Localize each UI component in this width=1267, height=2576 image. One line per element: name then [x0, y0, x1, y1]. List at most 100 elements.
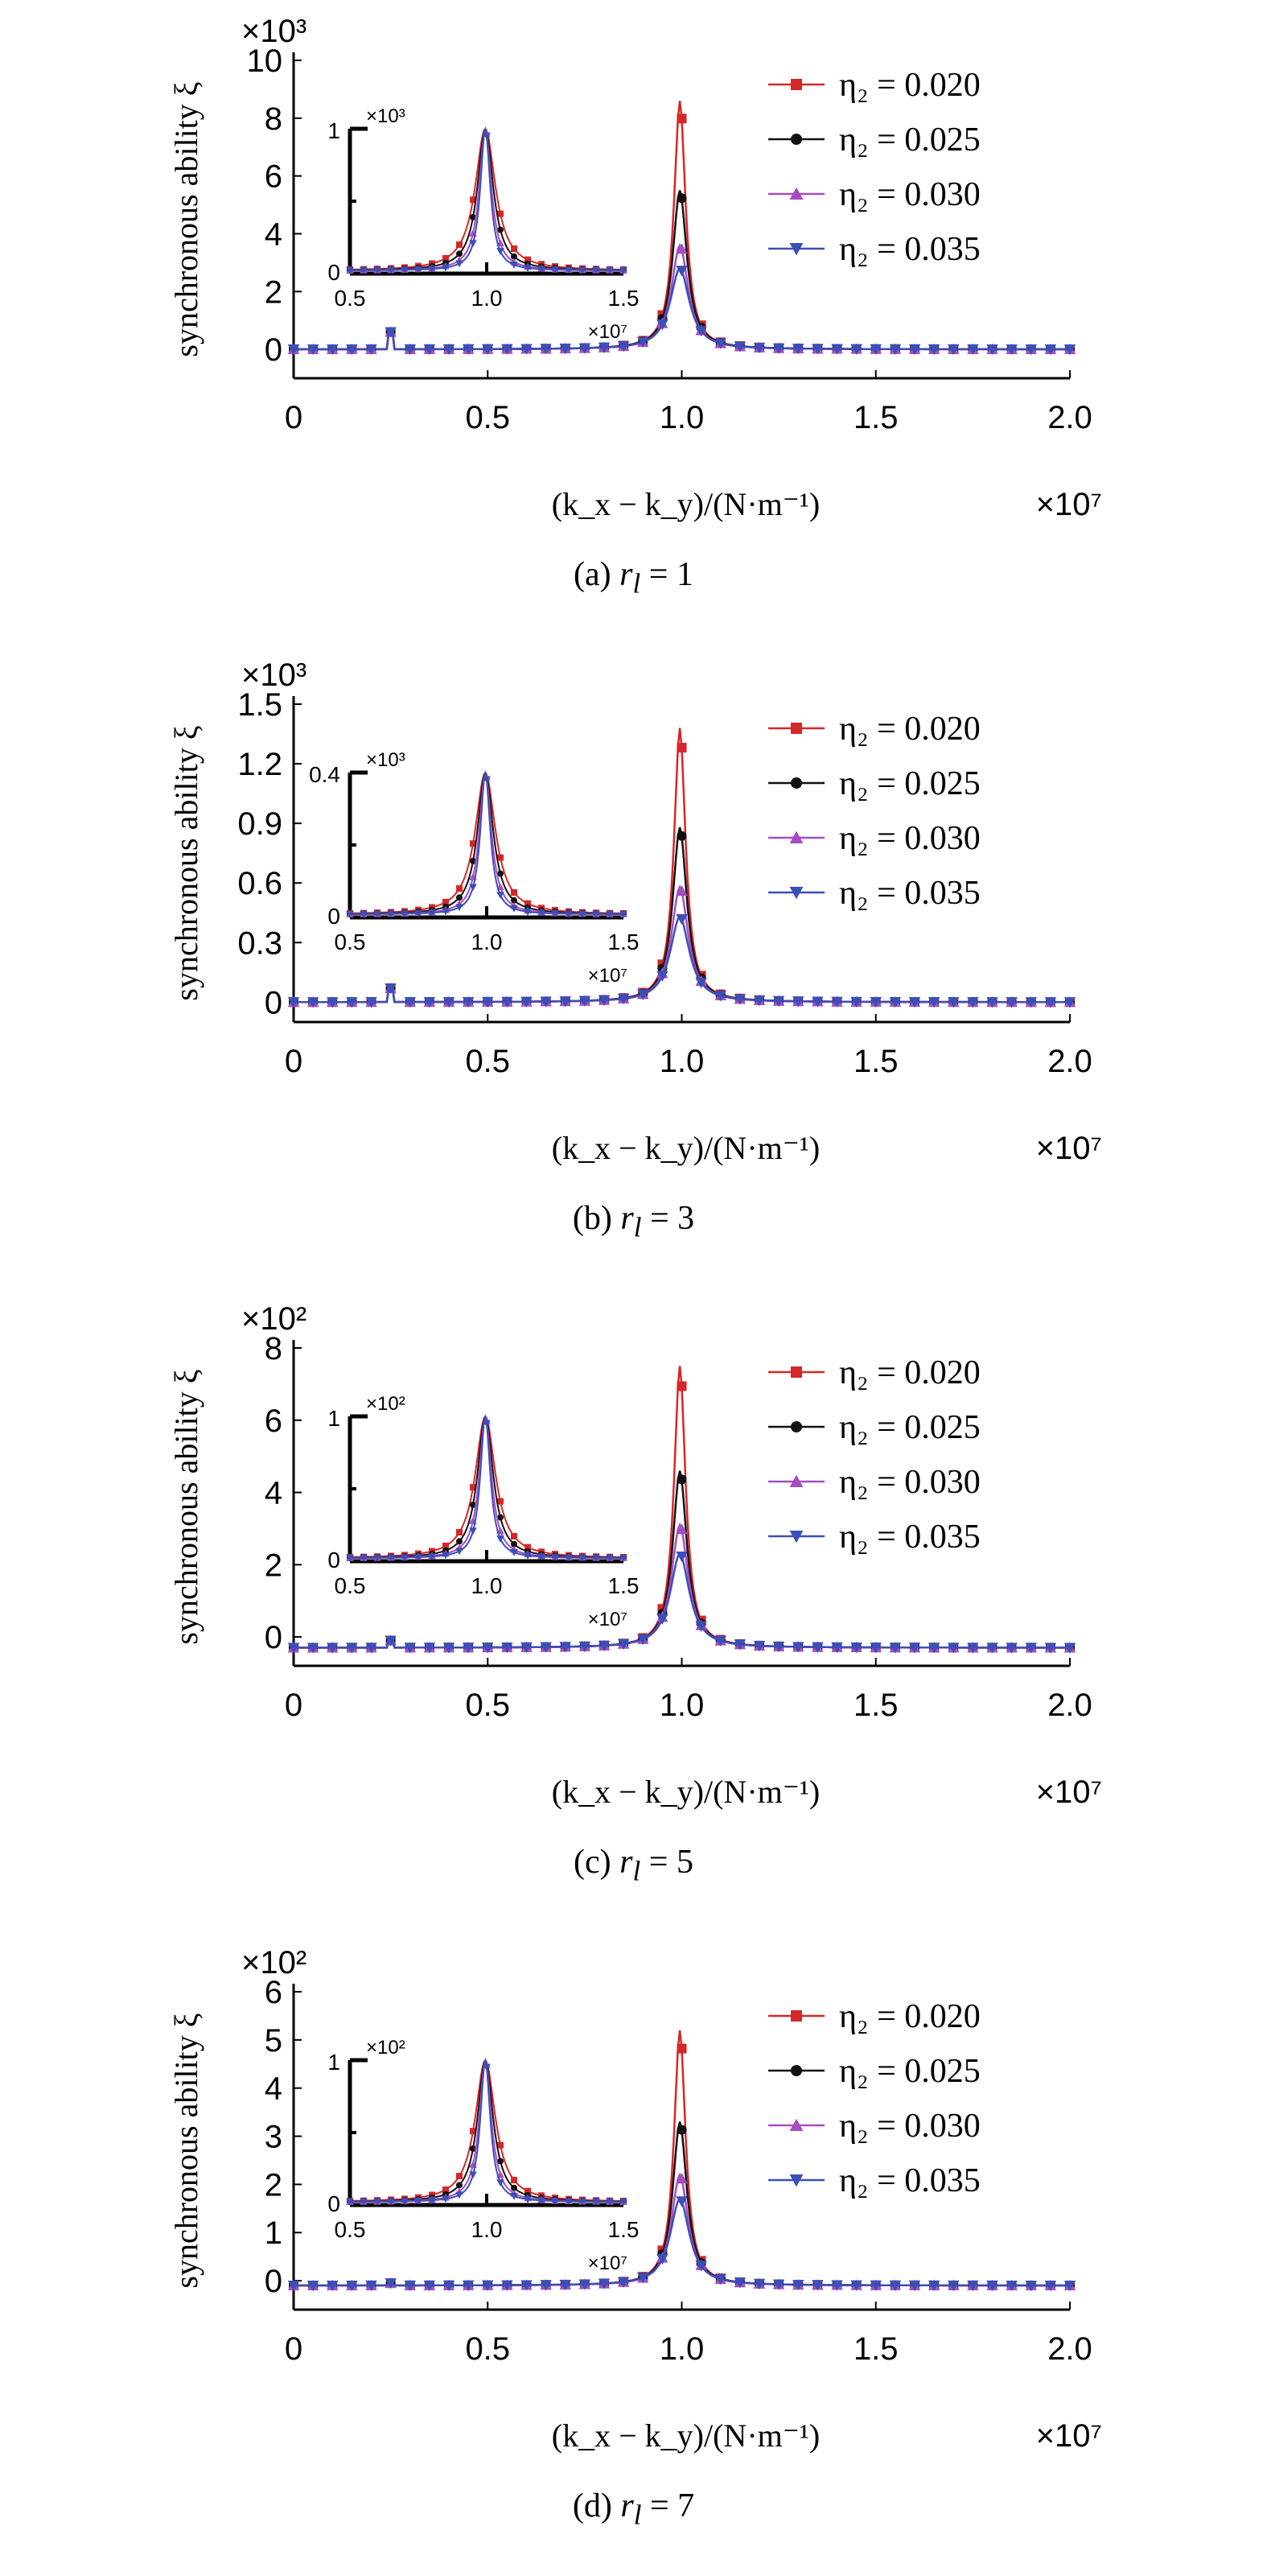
data-marker — [677, 1474, 687, 1485]
inset-data-marker — [414, 909, 422, 917]
data-marker — [1025, 997, 1037, 1008]
inset-data-marker — [470, 2128, 476, 2135]
x-tick-label: 0 — [285, 2331, 302, 2367]
inset-data-marker — [511, 253, 517, 260]
legend-label: η₂ = 0.020 — [839, 67, 981, 104]
inset-data-marker — [346, 911, 354, 918]
inset-data-marker — [619, 911, 627, 918]
inset-data-marker — [346, 267, 354, 274]
inset-data-marker — [606, 910, 614, 918]
data-marker — [870, 1642, 882, 1654]
data-marker — [676, 2173, 688, 2184]
data-marker — [617, 993, 630, 1005]
inset-data-marker — [373, 1554, 381, 1562]
inset-y-multiplier: ×10² — [366, 1393, 405, 1415]
data-marker — [501, 2280, 513, 2291]
inset-chart: ×10² 1 00.5 1.0 1.5 ×10⁷ — [327, 2037, 639, 2274]
x-multiplier: ×10⁷ — [1036, 487, 1102, 522]
inset-data-marker — [469, 884, 477, 892]
data-marker — [442, 997, 455, 1008]
y-tick-label: 0.3 — [237, 925, 282, 961]
inset-data-marker — [524, 908, 532, 916]
data-marker — [831, 344, 843, 355]
legend-label: η₂ = 0.020 — [839, 711, 981, 748]
data-marker — [948, 997, 960, 1008]
inset-data-marker — [456, 250, 463, 258]
inset-x-tick-label: 1.5 — [608, 286, 640, 311]
data-marker — [482, 2280, 494, 2291]
data-marker — [287, 1642, 300, 1654]
data-marker — [365, 344, 377, 356]
data-marker — [714, 2273, 726, 2285]
series-3 — [287, 266, 1076, 356]
inset-data-marker — [470, 213, 476, 221]
y-tick-label: 5 — [265, 2023, 282, 2059]
data-marker — [404, 997, 416, 1008]
legend-label: η₂ = 0.020 — [839, 1354, 981, 1391]
inset-data-marker — [483, 776, 491, 784]
inset-data-marker — [511, 245, 517, 253]
data-marker — [908, 1642, 921, 1654]
data-marker — [656, 2253, 668, 2265]
x-tick-label: 1.0 — [660, 400, 705, 435]
data-marker — [365, 1642, 377, 1654]
data-marker — [889, 997, 902, 1008]
y-tick-label: 0.9 — [237, 806, 282, 842]
legend-swatch-marker — [791, 723, 802, 734]
inset-series-1 — [347, 770, 627, 917]
data-marker — [617, 2277, 630, 2288]
data-marker — [967, 2280, 979, 2292]
data-marker — [772, 1641, 785, 1653]
legend-label: η₂ = 0.035 — [839, 231, 981, 268]
legend-swatch-marker — [789, 831, 804, 843]
inset-data-marker — [470, 857, 476, 864]
inset-data-marker — [428, 266, 436, 273]
data-marker — [1006, 997, 1018, 1008]
inset-data-marker — [442, 254, 449, 262]
legend-label: η₂ = 0.025 — [839, 122, 981, 159]
data-marker — [908, 344, 921, 356]
data-marker — [948, 2280, 960, 2292]
data-marker — [753, 1641, 766, 1652]
inset-data-marker — [469, 240, 477, 248]
legend-label: η₂ = 0.030 — [839, 820, 981, 857]
inset-data-marker — [537, 1553, 545, 1561]
caption-a: (a) rl = 1 — [574, 556, 693, 600]
plot-area — [287, 2030, 1076, 2292]
chart-b: synchronous ability ξ ×10³ 0 0.3 0.6 0.9 1.2 1.… — [168, 657, 1102, 1166]
x-tick-label: 2.0 — [1047, 1688, 1092, 1723]
inset-data-marker — [346, 2199, 354, 2206]
inset-y-tick-label: 1 — [327, 1406, 340, 1431]
inset-data-marker — [428, 909, 436, 917]
inset-data-marker — [414, 2197, 422, 2205]
inset-data-marker — [497, 1498, 504, 1505]
data-marker — [870, 344, 882, 355]
data-marker — [637, 2273, 649, 2284]
legend-label: η₂ = 0.025 — [839, 765, 981, 802]
data-marker — [1063, 997, 1076, 1008]
y-axis-label: synchronous ability ξ — [168, 725, 204, 1000]
y-multiplier: ×10² — [241, 1945, 306, 1980]
inset-x-multiplier: ×10⁷ — [588, 1609, 627, 1630]
inset-data-marker — [387, 266, 395, 274]
inset-x-multiplier: ×10⁷ — [588, 965, 627, 987]
data-marker — [637, 336, 649, 348]
legend-swatch-marker — [789, 243, 804, 256]
data-marker — [656, 1614, 668, 1625]
data-marker — [1006, 2280, 1018, 2292]
inset-data-marker — [524, 264, 532, 272]
data-marker — [676, 885, 688, 896]
inset-data-marker — [606, 266, 614, 274]
data-marker — [695, 2261, 707, 2272]
inset-data-marker — [414, 1553, 422, 1561]
data-marker — [365, 997, 377, 1008]
data-marker — [287, 997, 300, 1008]
inset-data-marker — [401, 1554, 409, 1562]
y-tick-label: 4 — [265, 1476, 282, 1511]
data-marker — [734, 1639, 747, 1651]
inset-data-marker — [470, 1501, 476, 1508]
data-marker — [850, 996, 862, 1008]
inset-data-marker — [606, 1554, 614, 1562]
data-marker — [714, 338, 726, 349]
